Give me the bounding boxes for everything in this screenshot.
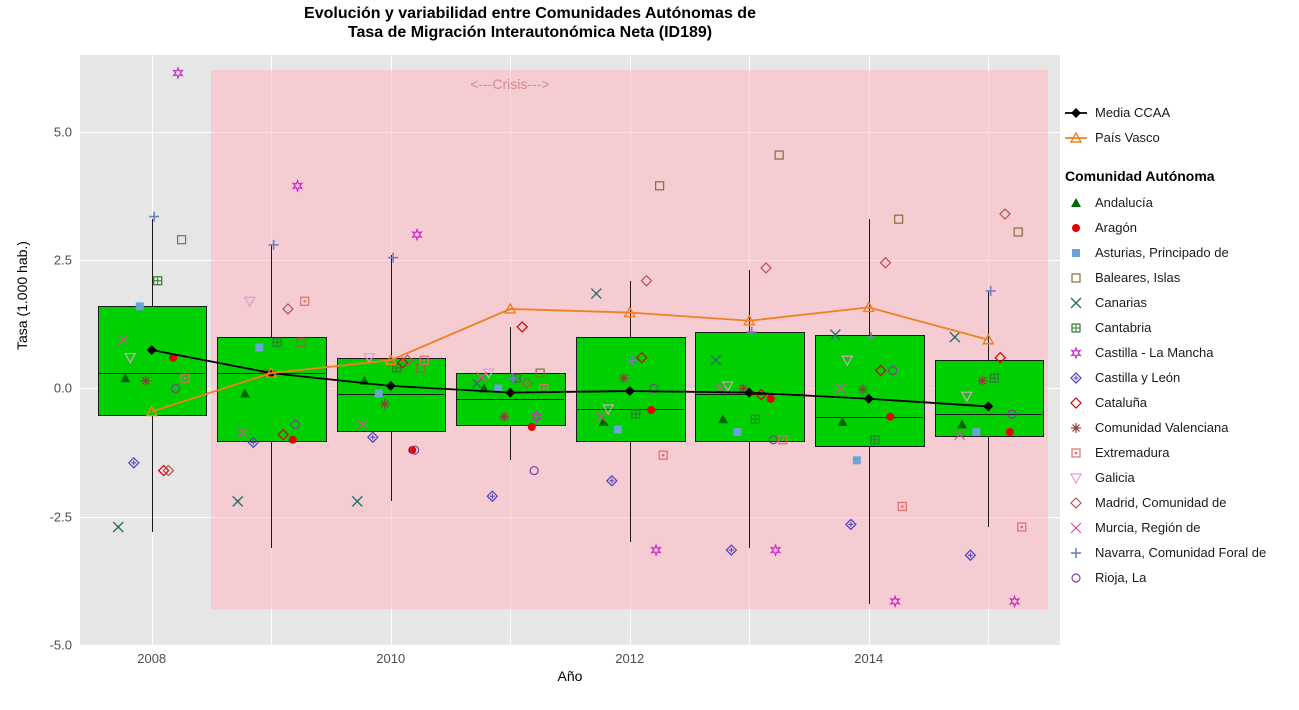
legend-label: Andalucía [1095,195,1153,210]
legend-label: Extremadura [1095,445,1169,460]
legend-label: País Vasco [1095,130,1160,145]
legend-label: Asturias, Principado de [1095,245,1229,260]
legend-label: Castilla - La Mancha [1095,345,1214,360]
plot-panel: -5.0-2.50.02.55.02008201020122014<---Cri… [80,55,1060,645]
legend-area: Media CCAA País Vasco Comunidad Autónoma … [1065,100,1295,608]
legend-label: Madrid, Comunidad de [1095,495,1227,510]
legend-item: Canarias [1065,290,1295,315]
x-axis-title: Año [80,668,1060,684]
y-tick: -2.5 [50,509,80,524]
x-tick: 2008 [137,645,166,666]
title-line2: Tasa de Migración Interautonómica Neta (… [348,24,712,41]
legend-label: Comunidad Valenciana [1095,420,1228,435]
x-tick: 2010 [376,645,405,666]
boxplot [576,337,686,442]
chart-title: Evolución y variabilidad entre Comunidad… [0,4,1060,42]
legend-label: Canarias [1095,295,1147,310]
legend-communities: Comunidad Autónoma Andalucía Aragón Asturi… [1065,168,1295,590]
legend-item: Asturias, Principado de [1065,240,1295,265]
legend-item: Andalucía [1065,190,1295,215]
x-tick: 2014 [854,645,883,666]
x-tick: 2012 [615,645,644,666]
legend-item: Madrid, Comunidad de [1065,490,1295,515]
y-tick: 2.5 [54,253,80,268]
boxplot [217,337,327,442]
y-tick: 5.0 [54,124,80,139]
legend-item: Cataluña [1065,390,1295,415]
legend-item: Media CCAA [1065,100,1295,125]
legend-item: País Vasco [1065,125,1295,150]
boxplot [337,358,447,432]
legend-label: Aragón [1095,220,1137,235]
legend-item: Castilla y León [1065,365,1295,390]
legend-label: Cataluña [1095,395,1147,410]
legend-label: Murcia, Región de [1095,520,1201,535]
y-tick: -5.0 [50,638,80,653]
boxplot [98,306,208,416]
legend-item: Baleares, Islas [1065,265,1295,290]
boxplot [815,335,925,447]
y-axis-title: Tasa (1.000 hab.) [14,241,30,350]
chart-container: Evolución y variabilidad entre Comunidad… [0,0,1299,710]
legend-label: Castilla y León [1095,370,1180,385]
legend-label: Cantabria [1095,320,1151,335]
legend-item: Castilla - La Mancha [1065,340,1295,365]
legend-item: Extremadura [1065,440,1295,465]
legend-label: Galicia [1095,470,1135,485]
legend-label: Navarra, Comunidad Foral de [1095,545,1266,560]
legend-item: Murcia, Región de [1065,515,1295,540]
title-line1: Evolución y variabilidad entre Comunidad… [304,5,756,22]
legend-item: Comunidad Valenciana [1065,415,1295,440]
legend-item: Rioja, La [1065,565,1295,590]
crisis-label: <---Crisis---> [470,76,549,92]
legend-item: Cantabria [1065,315,1295,340]
boxplot [935,360,1045,436]
y-tick: 0.0 [54,381,80,396]
legend-communities-title: Comunidad Autónoma [1065,168,1295,184]
legend-item: Galicia [1065,465,1295,490]
legend-series: Media CCAA País Vasco [1065,100,1295,150]
legend-label: Media CCAA [1095,105,1170,120]
legend-item: Navarra, Comunidad Foral de [1065,540,1295,565]
legend-item: Aragón [1065,215,1295,240]
legend-label: Baleares, Islas [1095,270,1180,285]
boxplot [695,332,805,442]
legend-label: Rioja, La [1095,570,1146,585]
